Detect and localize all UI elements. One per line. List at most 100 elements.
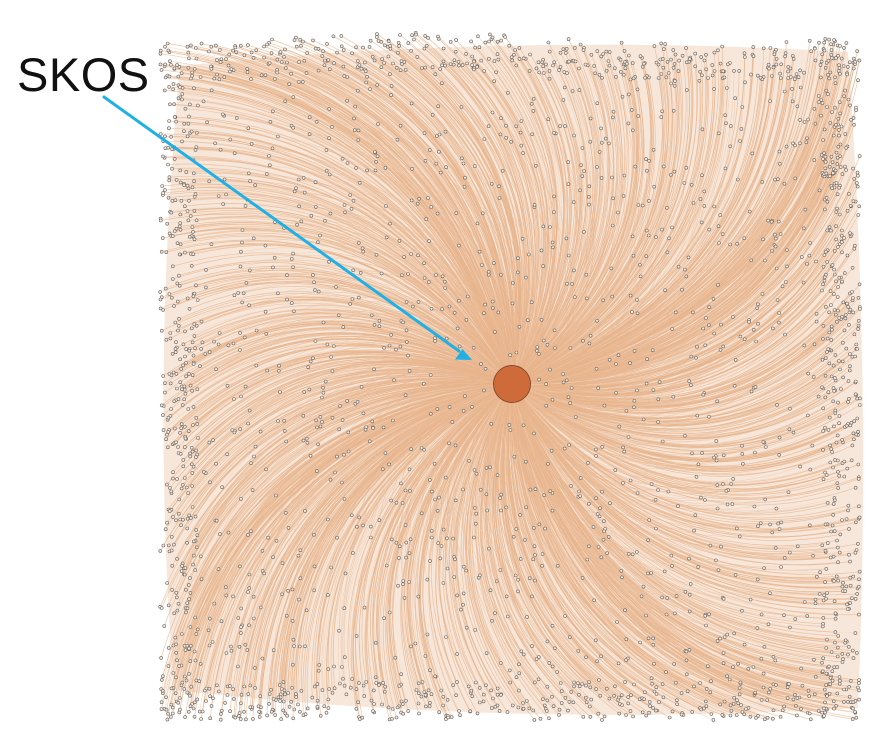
leaf-node xyxy=(329,355,333,359)
leaf-node xyxy=(517,688,521,693)
leaf-node xyxy=(544,62,548,67)
leaf-node xyxy=(548,489,553,494)
leaf-node xyxy=(197,679,201,684)
graph-edge xyxy=(249,383,513,589)
graph-edge xyxy=(417,383,513,677)
leaf-node xyxy=(828,289,833,293)
leaf-node xyxy=(841,657,845,662)
leaf-node xyxy=(557,713,561,717)
leaf-node xyxy=(238,348,242,352)
leaf-node xyxy=(606,59,611,63)
leaf-node xyxy=(833,640,837,645)
leaf-node xyxy=(674,594,679,598)
leaf-node xyxy=(642,61,646,66)
leaf-node xyxy=(185,485,189,490)
leaf-node xyxy=(838,367,842,372)
leaf-node xyxy=(857,697,861,702)
leaf-node xyxy=(820,660,824,665)
leaf-node xyxy=(779,62,784,67)
leaf-node xyxy=(739,127,744,131)
leaf-node xyxy=(602,403,607,408)
leaf-node xyxy=(182,643,187,648)
leaf-node xyxy=(850,717,855,721)
graph-edge xyxy=(511,383,724,600)
graph-edge xyxy=(511,195,625,385)
graph-edge xyxy=(511,383,752,427)
graph-edge xyxy=(511,126,556,385)
graph-edge xyxy=(511,383,835,511)
leaf-node xyxy=(423,34,428,38)
leaf-node xyxy=(831,554,836,559)
leaf-node xyxy=(845,72,850,77)
leaf-node xyxy=(739,703,743,707)
leaf-node xyxy=(581,338,585,343)
leaf-node xyxy=(195,452,199,457)
leaf-node xyxy=(207,49,211,54)
leaf-node xyxy=(836,245,840,249)
leaf-node xyxy=(179,199,184,203)
leaf-node xyxy=(711,718,716,722)
leaf-node xyxy=(855,347,860,351)
leaf-node xyxy=(798,118,802,122)
graph-edge xyxy=(511,349,829,419)
leaf-node xyxy=(166,603,171,608)
leaf-node xyxy=(251,717,255,721)
leaf-node xyxy=(491,261,496,265)
leaf-node xyxy=(773,232,777,237)
graph-edge xyxy=(190,333,513,386)
leaf-node xyxy=(454,693,458,698)
graph-edge xyxy=(511,111,624,385)
leaf-node xyxy=(833,353,838,357)
leaf-node xyxy=(199,717,203,721)
leaf-node xyxy=(270,109,275,114)
leaf-node xyxy=(840,250,844,255)
graph-edge xyxy=(379,318,513,385)
leaf-node xyxy=(357,181,362,185)
leaf-node xyxy=(814,259,818,264)
leaf-node xyxy=(720,713,725,717)
graph-edge xyxy=(511,383,638,494)
leaf-node xyxy=(614,75,618,79)
graph-edge xyxy=(511,383,697,480)
leaf-node xyxy=(492,79,497,83)
leaf-node xyxy=(516,705,521,710)
leaf-node xyxy=(672,169,677,174)
graph-edge xyxy=(511,339,745,402)
graph-edge xyxy=(253,236,513,385)
leaf-node xyxy=(164,250,169,254)
leaf-node xyxy=(724,121,728,126)
leaf-node xyxy=(835,433,840,438)
leaf-node xyxy=(562,70,567,74)
leaf-node xyxy=(188,383,193,388)
leaf-node xyxy=(159,218,163,223)
leaf-node xyxy=(521,706,526,711)
leaf-node xyxy=(842,700,846,704)
leaf-node xyxy=(290,685,294,690)
leaf-node xyxy=(550,508,555,513)
leaf-node xyxy=(826,428,831,432)
leaf-node xyxy=(423,654,428,658)
leaf-node xyxy=(214,43,218,48)
leaf-node xyxy=(291,716,296,721)
leaf-node xyxy=(429,306,434,311)
leaf-node xyxy=(673,310,678,315)
leaf-node xyxy=(512,454,517,459)
leaf-node xyxy=(359,384,364,389)
leaf-node xyxy=(780,284,785,289)
leaf-node xyxy=(229,67,234,71)
leaf-node xyxy=(855,49,860,53)
leaf-node xyxy=(445,566,450,571)
graph-edge xyxy=(511,59,693,385)
leaf-node xyxy=(191,562,195,567)
leaf-node xyxy=(415,55,420,59)
graph-edge xyxy=(511,383,789,501)
leaf-node xyxy=(469,688,474,693)
graph-edge xyxy=(219,306,513,385)
leaf-node xyxy=(165,482,169,487)
leaf-node xyxy=(851,574,856,579)
leaf-node xyxy=(841,340,845,345)
leaf-node xyxy=(523,459,528,464)
leaf-node xyxy=(315,425,319,430)
leaf-node xyxy=(787,682,791,686)
leaf-node xyxy=(834,56,838,60)
